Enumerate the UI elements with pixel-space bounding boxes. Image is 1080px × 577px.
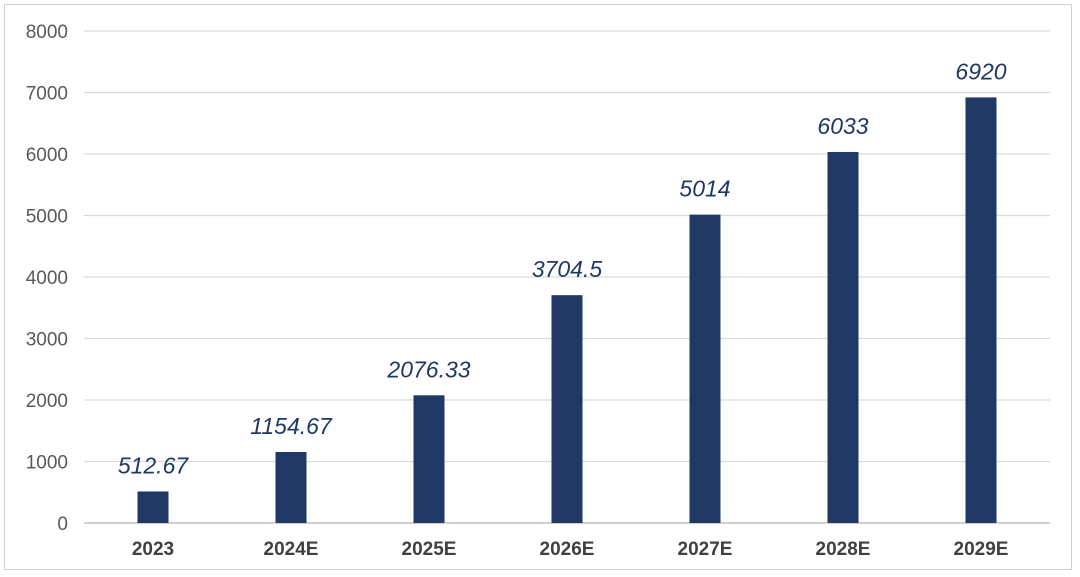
y-tick-label: 1000: [26, 453, 68, 474]
x-tick-label: 2024E: [264, 539, 319, 560]
bar: [275, 451, 307, 523]
x-tick-label: 2029E: [954, 539, 1009, 560]
data-label: 512.67: [118, 452, 190, 478]
x-tick-label: 2025E: [402, 539, 457, 560]
data-label: 3704.5: [532, 256, 603, 282]
y-tick-label: 0: [57, 514, 68, 535]
y-tick-label: 5000: [26, 207, 68, 228]
x-axis-ticks: 2023 2024E 2025E 2026E 2027E 2028E 2029E: [132, 539, 1009, 560]
y-tick-label: 3000: [26, 330, 68, 351]
y-tick-label: 4000: [26, 268, 68, 289]
bar: [689, 214, 721, 523]
y-axis-ticks: 0 1000 2000 3000 4000 5000 6000 7000 8000: [26, 22, 68, 535]
bar: [827, 151, 859, 523]
data-label: 6033: [817, 113, 868, 139]
data-label: 1154.67: [250, 413, 333, 439]
bars: [137, 97, 997, 524]
bar: [551, 295, 583, 523]
x-tick-label: 2028E: [816, 539, 871, 560]
y-tick-label: 6000: [26, 145, 68, 166]
data-label: 2076.33: [386, 356, 470, 382]
bar: [137, 491, 169, 523]
y-tick-label: 8000: [26, 22, 68, 43]
bar: [413, 395, 445, 523]
y-tick-label: 2000: [26, 391, 68, 412]
x-tick-label: 2026E: [540, 539, 595, 560]
x-tick-label: 2023: [132, 539, 174, 560]
chart-frame: [4, 4, 1072, 570]
data-labels: 512.67 1154.67 2076.33 3704.5 5014 6033 6920: [118, 58, 1007, 478]
x-tick-label: 2027E: [678, 539, 733, 560]
gridlines: [84, 30, 1050, 524]
data-label: 5014: [679, 176, 730, 202]
data-label: 6920: [955, 58, 1006, 84]
bar: [965, 97, 997, 524]
y-tick-label: 7000: [26, 84, 68, 105]
